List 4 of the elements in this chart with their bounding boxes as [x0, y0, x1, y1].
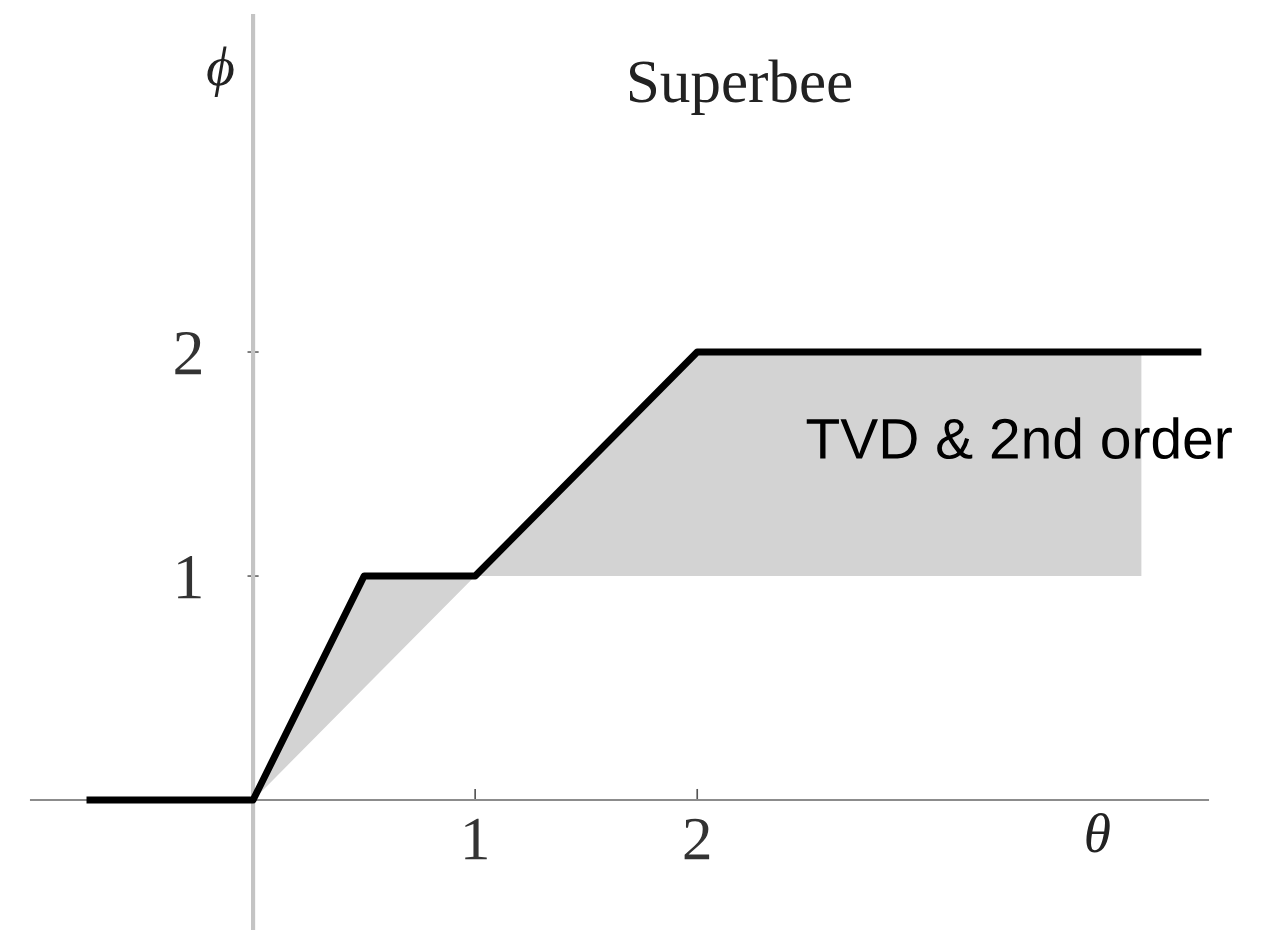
y-axis-title: ϕ — [207, 46, 234, 97]
text: Superbee — [629, 59, 852, 115]
annotation: TVD & 2nd order — [806, 417, 1232, 460]
x-axis-title: θ — [1086, 813, 1110, 853]
